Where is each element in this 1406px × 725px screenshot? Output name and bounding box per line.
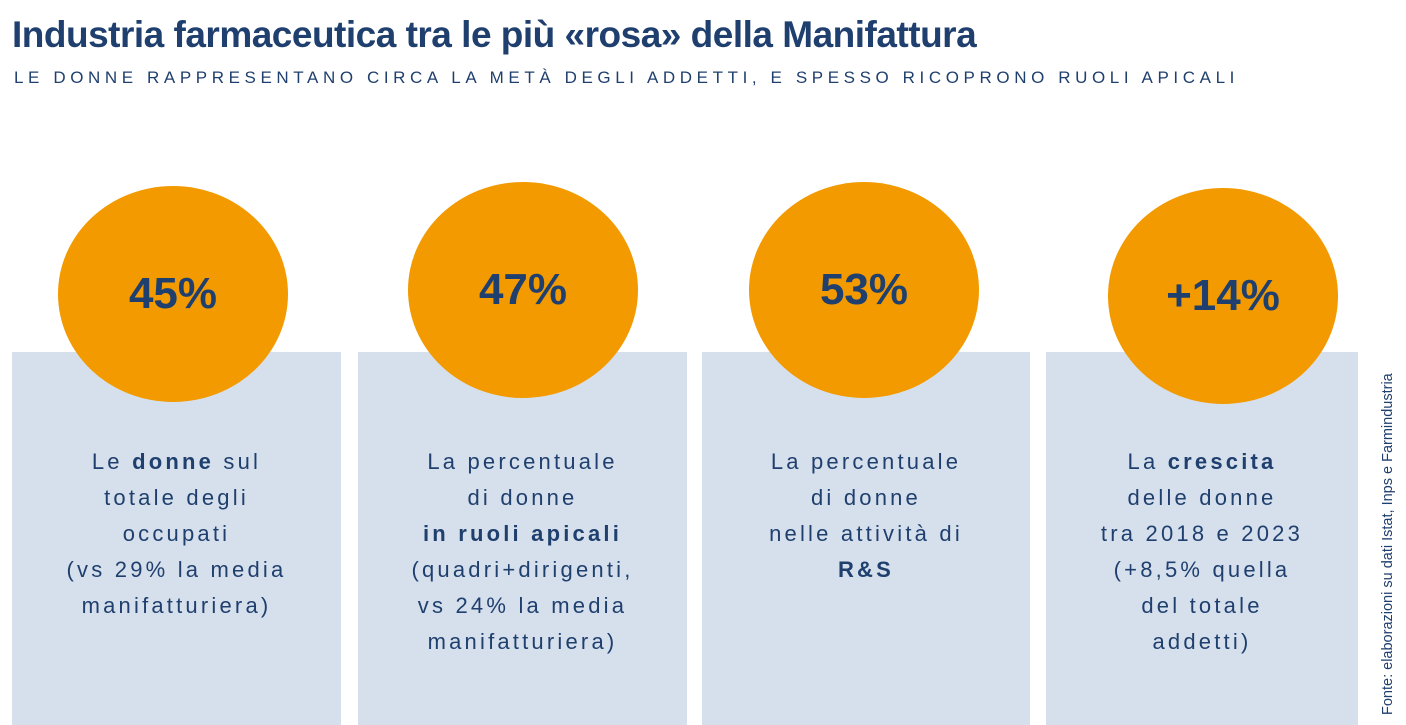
page-subtitle: LE DONNE RAPPRESENTANO CIRCA LA METÀ DEG…: [14, 68, 1239, 87]
stat-description: La percentuale di donne nelle attività di R…: [702, 444, 1030, 588]
description-text: totale degli: [104, 485, 249, 510]
description-text: vs 24% la media: [417, 593, 628, 618]
description-line: tra 2018 e 2023: [1046, 516, 1358, 552]
highlight-text: donne: [132, 449, 215, 474]
description-line: Le donne sul: [12, 444, 341, 480]
stat-panel-3: La percentuale di donne nelle attività di R…: [702, 352, 1030, 725]
description-line: (quadri+dirigenti,: [358, 552, 687, 588]
stat-circle-4: +14%: [1108, 188, 1338, 404]
description-line: in ruoli apicali: [358, 516, 687, 552]
stat-value: 45%: [128, 269, 218, 318]
stat-panel-1: Le donne sul totale degli occupati (vs 29% …: [12, 352, 341, 725]
description-line: occupati: [12, 516, 341, 552]
description-text: (+8,5% quella: [1113, 557, 1291, 582]
stat-circle-3: 53%: [749, 182, 979, 398]
highlight-text: crescita: [1167, 449, 1277, 474]
description-line: La percentuale: [702, 444, 1030, 480]
description-text: nelle attività di: [769, 521, 963, 546]
description-line: La percentuale: [358, 444, 687, 480]
description-text: La: [1127, 449, 1168, 474]
description-line: nelle attività di: [702, 516, 1030, 552]
description-text: occupati: [122, 521, 231, 546]
description-line: del totale: [1046, 588, 1358, 624]
stat-description: Le donne sul totale degli occupati (vs 29% …: [12, 444, 341, 624]
description-text: (quadri+dirigenti,: [411, 557, 634, 582]
description-text: delle donne: [1127, 485, 1277, 510]
description-line: (+8,5% quella: [1046, 552, 1358, 588]
stat-description: La crescita delle donne tra 2018 e 2023 (+8…: [1046, 444, 1358, 660]
description-text: manifatturiera): [81, 593, 272, 618]
stat-circle-2: 47%: [408, 182, 638, 398]
description-line: vs 24% la media: [358, 588, 687, 624]
description-text: di donne: [810, 485, 921, 510]
description-text: del totale: [1141, 593, 1263, 618]
page-title: Industria farmaceutica tra le più «rosa»…: [12, 14, 977, 55]
stat-circle-1: 45%: [58, 186, 288, 402]
description-line: manifatturiera): [12, 588, 341, 624]
description-text: sul: [214, 449, 262, 474]
description-line: totale degli: [12, 480, 341, 516]
highlight-text: R&S: [837, 557, 895, 582]
stat-value: +14%: [1166, 271, 1280, 320]
description-text: (vs 29% la media: [66, 557, 287, 582]
description-text: addetti): [1152, 629, 1252, 654]
description-text: tra 2018 e 2023: [1100, 521, 1304, 546]
description-line: R&S: [702, 552, 1030, 588]
highlight-text: in ruoli apicali: [422, 521, 623, 546]
stat-value: 53%: [819, 265, 909, 314]
description-text: Le: [91, 449, 133, 474]
description-text: La percentuale: [427, 449, 618, 474]
description-text: manifatturiera): [427, 629, 618, 654]
description-line: delle donne: [1046, 480, 1358, 516]
stat-panel-4: La crescita delle donne tra 2018 e 2023 (+8…: [1046, 352, 1358, 725]
description-line: manifatturiera): [358, 624, 687, 660]
description-text: La percentuale: [770, 449, 962, 474]
description-line: La crescita: [1046, 444, 1358, 480]
stat-value: 47%: [478, 265, 568, 314]
stat-panel-2: La percentuale di donne in ruoli apicali (q…: [358, 352, 687, 725]
description-line: (vs 29% la media: [12, 552, 341, 588]
description-text: di donne: [467, 485, 578, 510]
description-line: di donne: [702, 480, 1030, 516]
stat-description: La percentuale di donne in ruoli apicali (q…: [358, 444, 687, 660]
description-line: di donne: [358, 480, 687, 516]
source-note: Fonte: elaborazioni su dati Istat, Inps …: [1380, 373, 1396, 715]
description-line: addetti): [1046, 624, 1358, 660]
